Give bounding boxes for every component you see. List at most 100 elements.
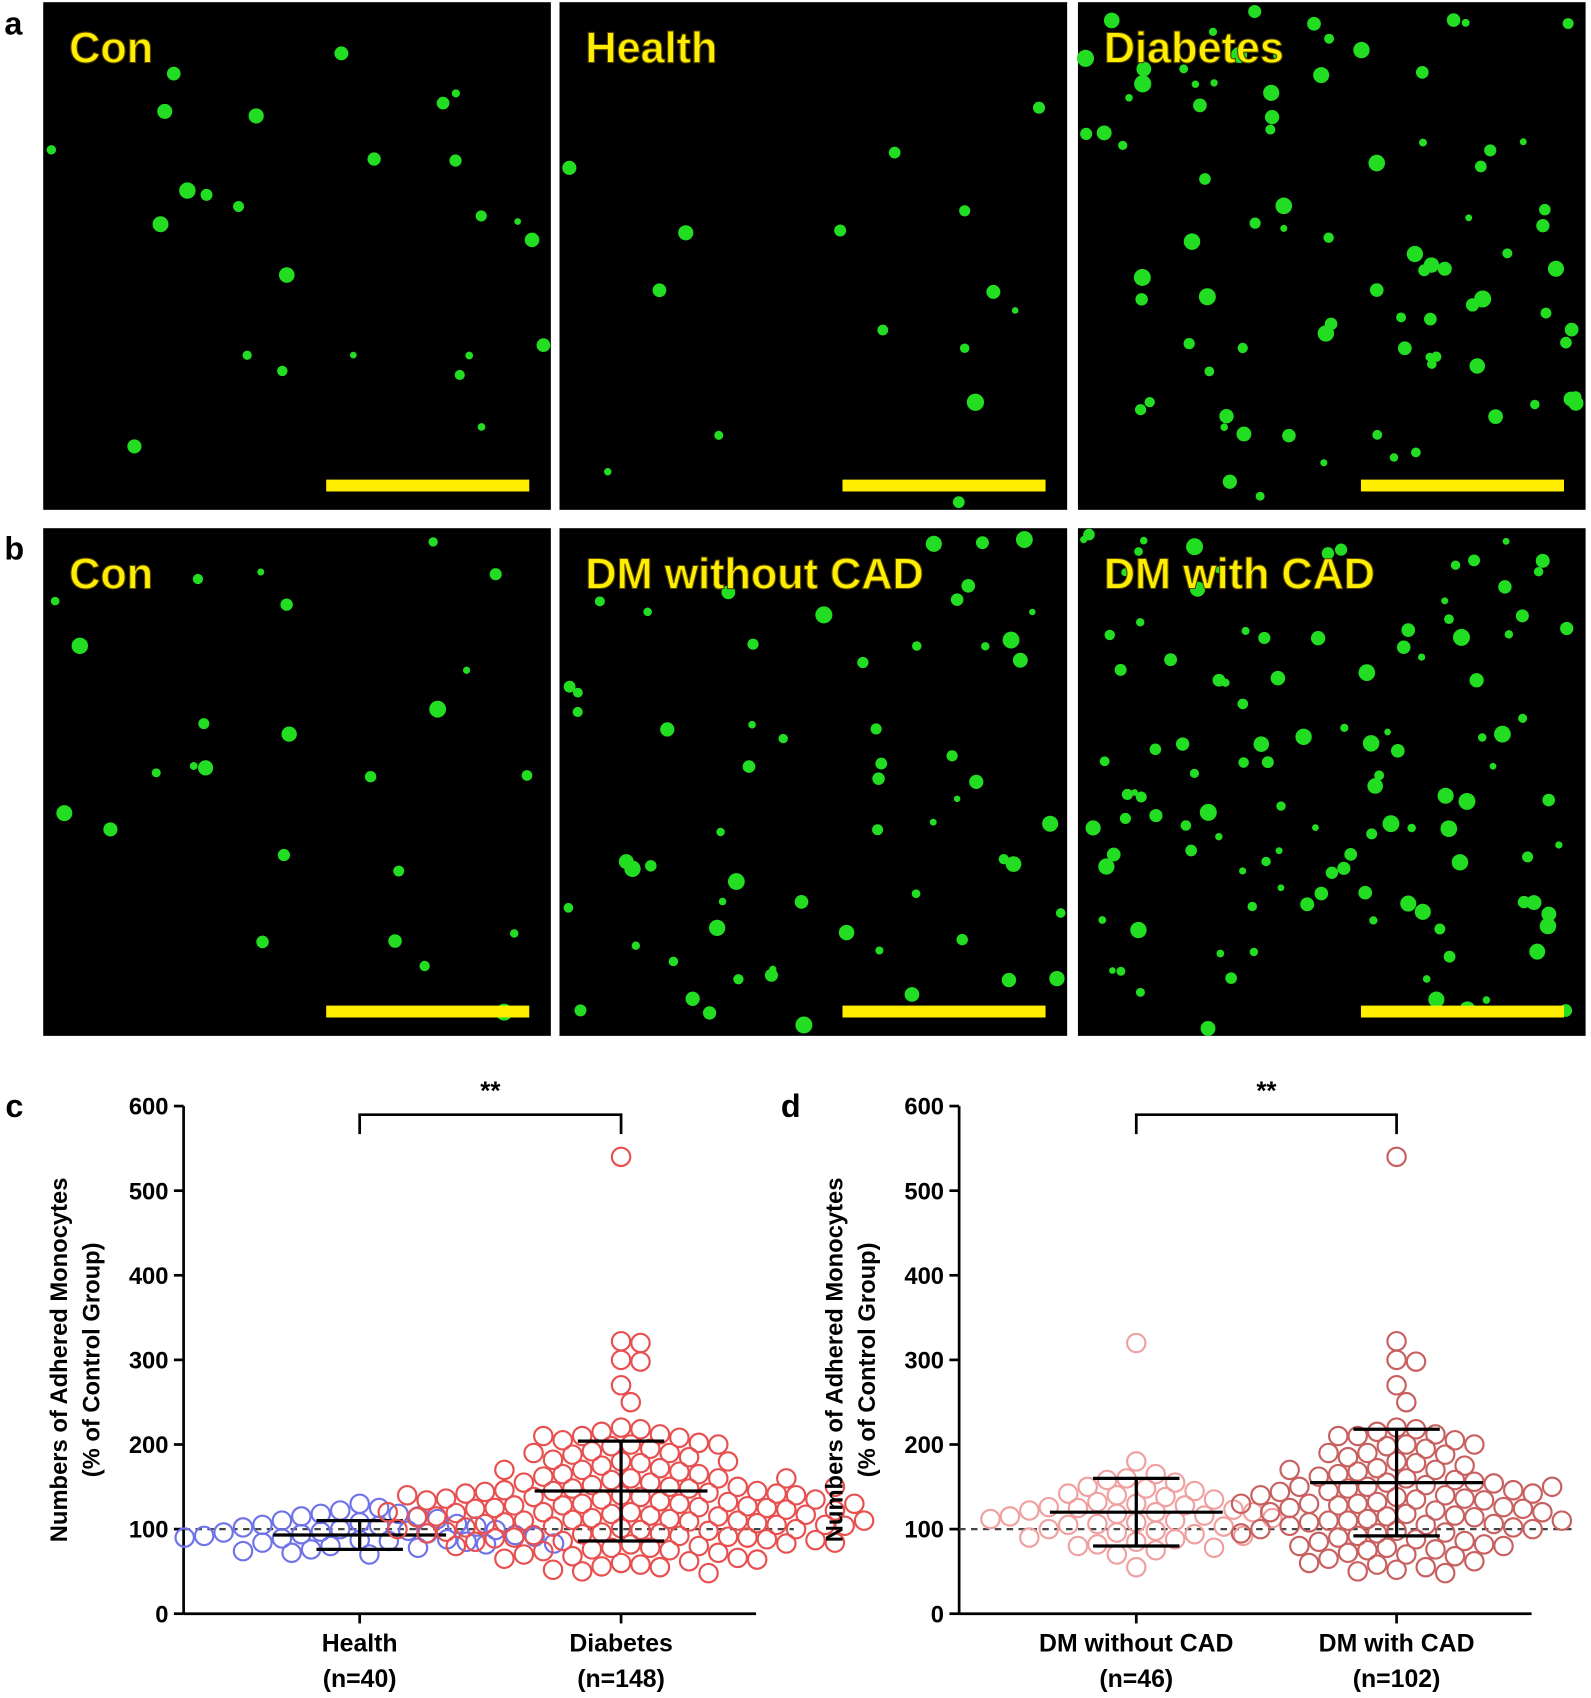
cell [1220, 423, 1229, 431]
dot [455, 1517, 476, 1538]
cell [1541, 906, 1557, 922]
cell [1396, 640, 1411, 655]
cell [685, 991, 700, 1006]
dot [1298, 1552, 1320, 1574]
cell [966, 393, 985, 411]
cell [1109, 967, 1116, 974]
cell [1275, 847, 1283, 855]
scale-bar [842, 1005, 1046, 1018]
cell [1076, 49, 1095, 67]
dot [523, 1442, 544, 1464]
dot [1415, 1438, 1437, 1459]
dot [1386, 1375, 1407, 1396]
cell [1273, 51, 1282, 60]
cell [912, 641, 922, 651]
x-tick-note: (n=148) [577, 1666, 665, 1693]
dot [1289, 1535, 1310, 1557]
dot [329, 1500, 351, 1521]
cell [1186, 538, 1204, 556]
y-tick-label: 300 [129, 1348, 169, 1375]
cell [1489, 762, 1497, 770]
dot [1164, 1510, 1186, 1531]
cell [1114, 663, 1127, 676]
dot [542, 1516, 564, 1537]
cell [1313, 67, 1330, 84]
y-tick-label: 400 [904, 1263, 944, 1290]
cell [1119, 812, 1131, 824]
cell [1085, 820, 1101, 836]
micrograph [559, 2, 1068, 510]
cell [1539, 203, 1551, 216]
dot [533, 1466, 554, 1487]
cell [1175, 737, 1190, 751]
cell [127, 439, 142, 454]
cell [1099, 756, 1110, 767]
x-tick-note: (n=40) [323, 1666, 397, 1693]
dot [776, 1499, 797, 1520]
cell [1539, 917, 1557, 935]
cell [1547, 260, 1564, 277]
dot [1038, 1518, 1060, 1540]
dot [1279, 1459, 1300, 1481]
dot [1250, 1518, 1271, 1540]
dot [698, 1562, 719, 1584]
dot [717, 1451, 739, 1472]
dot [1164, 1472, 1186, 1493]
cell [1428, 991, 1445, 1008]
dot [1464, 1434, 1485, 1455]
dot [776, 1468, 797, 1489]
cell [1530, 399, 1540, 410]
dot [581, 1507, 603, 1529]
cell [1372, 429, 1383, 440]
cell [574, 1004, 587, 1017]
dot [1203, 1489, 1225, 1510]
dot [999, 1506, 1021, 1527]
dot [1327, 1495, 1349, 1516]
x-tick-label: DM without CAD [1039, 1631, 1233, 1658]
cell [1149, 743, 1162, 756]
dot [484, 1497, 505, 1519]
dot [1396, 1434, 1417, 1455]
dot [1357, 1539, 1378, 1561]
cell [429, 700, 447, 718]
cell [1314, 886, 1329, 901]
dot [416, 1490, 437, 1511]
dot [552, 1530, 573, 1552]
cell [877, 324, 889, 336]
cell [1494, 725, 1511, 743]
cell [1325, 866, 1339, 879]
dot [1232, 1525, 1254, 1547]
cell [872, 772, 885, 785]
cell [1134, 75, 1152, 93]
cell [1133, 268, 1151, 286]
dot [552, 1463, 573, 1485]
dot [1194, 1505, 1215, 1526]
dot [1502, 1479, 1524, 1501]
dot [1096, 1469, 1118, 1491]
dot [1347, 1561, 1368, 1582]
y-tick-label: 0 [155, 1601, 168, 1628]
dot [1512, 1498, 1534, 1520]
dot [1425, 1539, 1446, 1560]
dot [717, 1491, 739, 1513]
dot [1327, 1425, 1349, 1447]
dot [1357, 1476, 1378, 1498]
dot [494, 1459, 515, 1481]
cell [1469, 358, 1485, 374]
cell [1121, 568, 1130, 577]
cell [1011, 307, 1019, 314]
dot [630, 1332, 651, 1354]
cell [1443, 950, 1456, 963]
cell [1458, 792, 1476, 810]
dot [513, 1472, 535, 1493]
micrograph-label: Diabetes [1104, 25, 1284, 73]
cell [1368, 154, 1386, 172]
dot [1337, 1542, 1359, 1564]
cell [748, 720, 756, 729]
cell [71, 637, 89, 655]
cell [1098, 858, 1115, 875]
cell [643, 607, 652, 617]
cell [1324, 317, 1338, 331]
cell [888, 146, 901, 159]
